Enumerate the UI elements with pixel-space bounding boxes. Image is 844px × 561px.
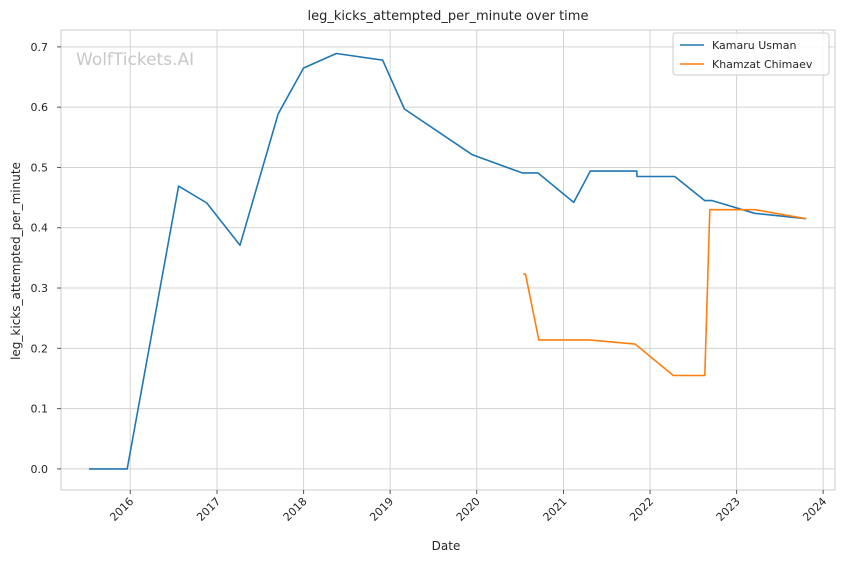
x-tick-label-2022: 2022 bbox=[627, 495, 656, 524]
legend-label-khamzat-chimaev: Khamzat Chimaev bbox=[712, 58, 813, 71]
x-axis-ticks: 2016 2017 2018 2019 2020 2021 2022 2023 2024 bbox=[107, 490, 829, 524]
x-tick-label-2017: 2017 bbox=[194, 495, 223, 524]
y-tick-label-0.2: 0.2 bbox=[31, 342, 49, 355]
y-axis-ticks: 0.0 0.1 0.2 0.3 0.4 0.5 0.6 0.7 bbox=[31, 41, 61, 476]
y-tick-label-0.1: 0.1 bbox=[31, 403, 49, 416]
x-tick-label-2024: 2024 bbox=[800, 495, 829, 524]
x-tick-label-2019: 2019 bbox=[367, 495, 396, 524]
x-tick-label-2020: 2020 bbox=[454, 495, 483, 524]
y-tick-label-0.4: 0.4 bbox=[31, 222, 49, 235]
x-tick-label-2016: 2016 bbox=[107, 495, 136, 524]
x-tick-label-2021: 2021 bbox=[541, 495, 570, 524]
y-tick-label-0.6: 0.6 bbox=[31, 101, 49, 114]
series-line-khamzat-chimaev bbox=[523, 208, 807, 377]
series-line-kamaru-usman bbox=[89, 52, 807, 470]
chart-title: leg_kicks_attempted_per_minute over time bbox=[308, 9, 589, 24]
y-tick-label-0.7: 0.7 bbox=[31, 41, 49, 54]
y-axis-label: leg_kicks_attempted_per_minute bbox=[9, 162, 23, 360]
legend: Kamaru Usman Khamzat Chimaev bbox=[672, 32, 830, 76]
x-tick-label-2023: 2023 bbox=[714, 495, 743, 524]
y-tick-label-0.0: 0.0 bbox=[31, 463, 49, 476]
watermark-text: WolfTickets.AI bbox=[76, 50, 194, 70]
y-tick-label-0.3: 0.3 bbox=[31, 282, 49, 295]
x-axis-label: Date bbox=[432, 539, 461, 553]
x-tick-label-2018: 2018 bbox=[281, 495, 310, 524]
legend-label-kamaru-usman: Kamaru Usman bbox=[712, 39, 796, 52]
plot-frame bbox=[60, 29, 836, 491]
series-group bbox=[89, 52, 807, 470]
grid bbox=[61, 30, 835, 490]
legend-box bbox=[672, 32, 830, 76]
y-tick-label-0.5: 0.5 bbox=[31, 161, 49, 174]
